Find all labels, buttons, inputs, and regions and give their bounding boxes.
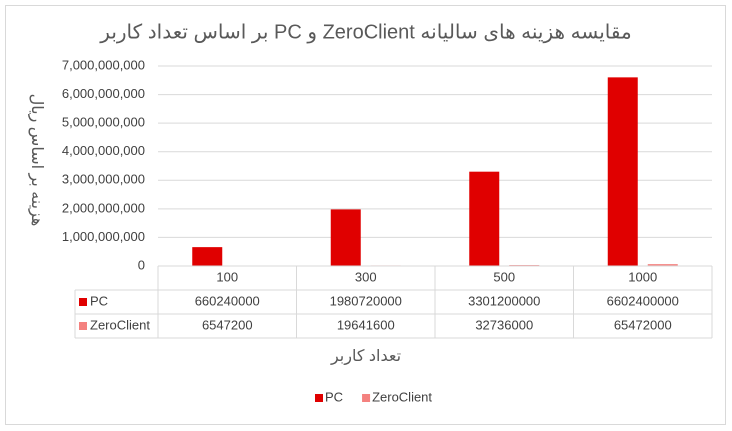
table-cell: 660240000 xyxy=(195,293,260,308)
y-tick-label: 0 xyxy=(138,257,145,272)
table-row-label: PC xyxy=(90,293,108,308)
chart-title: مقایسه هزینه های سالیانه ZeroClient و PC… xyxy=(99,21,631,43)
y-tick-label: 2,000,000,000 xyxy=(62,200,145,215)
y-tick-label: 3,000,000,000 xyxy=(62,172,145,187)
table-cell: 65472000 xyxy=(614,317,672,332)
legend-key xyxy=(315,394,323,402)
y-tick-label: 4,000,000,000 xyxy=(62,143,145,158)
table-cell: 3301200000 xyxy=(468,293,540,308)
bar xyxy=(607,77,638,266)
x-tick-label: 500 xyxy=(493,269,515,284)
legend-key xyxy=(362,394,371,402)
chart-border xyxy=(5,5,726,425)
table-row-label: ZeroClient xyxy=(90,317,150,332)
legend-label: ZeroClient xyxy=(372,389,432,404)
x-axis-title: تعداد کاربر xyxy=(330,348,401,366)
bar xyxy=(469,171,500,266)
legend-label: PC xyxy=(325,389,343,404)
table-cell: 1980720000 xyxy=(330,293,402,308)
bar xyxy=(192,247,223,266)
table-cell: 6547200 xyxy=(202,317,253,332)
y-tick-label: 1,000,000,000 xyxy=(62,229,145,244)
x-tick-label: 300 xyxy=(355,269,377,284)
x-tick-label: 1000 xyxy=(628,269,657,284)
y-tick-label: 5,000,000,000 xyxy=(62,115,145,130)
y-tick-label: 7,000,000,000 xyxy=(62,57,145,72)
table-cell: 6602400000 xyxy=(607,293,679,308)
y-axis-title: هزینه بر اساس ریال xyxy=(27,94,45,227)
table-cell: 19641600 xyxy=(337,317,395,332)
table-legend-key xyxy=(79,298,87,306)
table-legend-key xyxy=(79,322,87,330)
bar xyxy=(330,209,361,266)
y-tick-label: 6,000,000,000 xyxy=(62,86,145,101)
x-tick-label: 100 xyxy=(216,269,238,284)
table-cell: 32736000 xyxy=(475,317,533,332)
bar xyxy=(647,264,678,266)
